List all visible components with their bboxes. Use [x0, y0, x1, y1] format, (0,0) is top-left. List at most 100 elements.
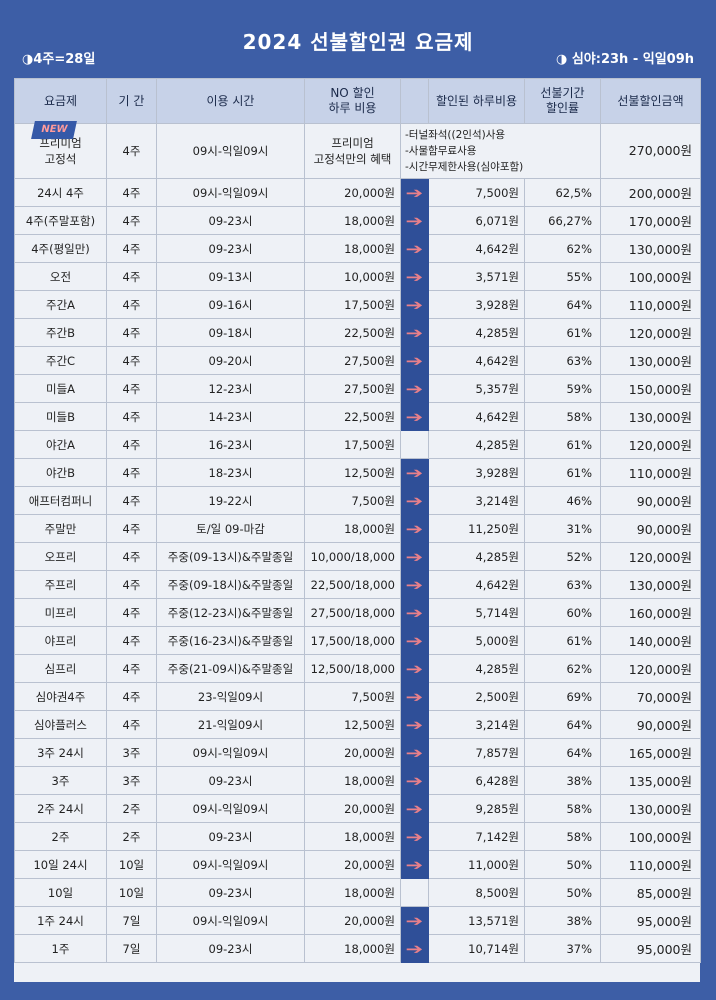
- arrow-cell: ➔: [400, 766, 429, 795]
- period-cell: 4주: [106, 206, 157, 235]
- col-header-period: 기 간: [106, 78, 157, 124]
- arrow-cell: ➔: [400, 178, 429, 207]
- discounted-daily-cell: 3,571원: [428, 262, 525, 291]
- price-cell: 270,000원: [600, 123, 701, 179]
- period-cell: 4주: [106, 318, 157, 347]
- discounted-daily-cell: 2,500원: [428, 682, 525, 711]
- arrow-cell: ➔: [400, 822, 429, 851]
- discount-rate-cell: 59%: [524, 374, 601, 403]
- right-arrow-icon: ➔: [405, 211, 424, 230]
- discounted-daily-cell: 6,428원: [428, 766, 525, 795]
- hours-cell: 09시-익일09시: [156, 906, 305, 935]
- plan-cell: NEW 프리미엄 고정석: [14, 121, 107, 179]
- price-cell: 120,000원: [600, 654, 701, 683]
- hours-cell: 주중(16-23시)&주말종일: [156, 626, 305, 655]
- discounted-daily-cell: 5,357원: [428, 374, 525, 403]
- discounted-daily-cell: 4,642원: [428, 234, 525, 263]
- hours-cell: 주중(21-09시)&주말종일: [156, 654, 305, 683]
- plan-cell: 애프터컴퍼니: [14, 486, 107, 515]
- table-row: 2주 2주 09-23시 18,000원 ➔ 7,142원 58% 100,000원: [14, 822, 701, 851]
- price-table: 요금제 기 간 이용 시간 NO 할인 하루 비용 할인된 하루비용 선불기간 …: [14, 78, 701, 963]
- table-row: 4주(주말포함) 4주 09-23시 18,000원 ➔ 6,071원 66,27% 170,…: [14, 206, 701, 235]
- daily-cost-cell: 20,000원: [304, 738, 401, 767]
- daily-cost-cell: 18,000원: [304, 878, 401, 907]
- discount-rate-cell: 37%: [524, 934, 601, 963]
- arrow-cell: ➔: [400, 346, 429, 375]
- table-row: 야간B 4주 18-23시 12,500원 ➔ 3,928원 61% 110,000원: [14, 458, 701, 487]
- right-arrow-icon: ➔: [405, 631, 424, 650]
- plan-cell: 주프리: [14, 570, 107, 599]
- period-cell: 3주: [106, 766, 157, 795]
- col-header-plan: 요금제: [14, 78, 107, 124]
- discounted-daily-cell: 8,500원: [428, 878, 525, 907]
- daily-cost-cell: 10,000원: [304, 262, 401, 291]
- discounted-daily-cell: 11,000원: [428, 850, 525, 879]
- right-arrow-icon: ➔: [405, 267, 424, 286]
- daily-cost-cell: 10,000/18,000: [304, 542, 401, 571]
- discount-rate-cell: 58%: [524, 822, 601, 851]
- price-cell: 130,000원: [600, 570, 701, 599]
- right-arrow-icon: ➔: [405, 687, 424, 706]
- period-cell: 4주: [106, 178, 157, 207]
- arrow-cell: [400, 430, 429, 459]
- period-cell: 4주: [106, 682, 157, 711]
- period-cell: 4주: [106, 626, 157, 655]
- price-cell: 130,000원: [600, 794, 701, 823]
- discount-rate-cell: 66,27%: [524, 206, 601, 235]
- period-cell: 4주: [106, 262, 157, 291]
- daily-cost-cell: 18,000원: [304, 934, 401, 963]
- hours-cell: 09-23시: [156, 822, 305, 851]
- table-row-premium: NEW 프리미엄 고정석 4주 09시-익일09시 프리미엄 고정석만의 혜택 …: [14, 121, 701, 179]
- table-row: 주프리 4주 주중(09-18시)&주말종일 22,500/18,000 ➔ 4,642원…: [14, 570, 701, 599]
- arrow-cell: ➔: [400, 738, 429, 767]
- table-row: 1주 24시 7일 09시-익일09시 20,000원 ➔ 13,571원 38% 95,00…: [14, 906, 701, 935]
- period-cell: 3주: [106, 738, 157, 767]
- right-arrow-icon: ➔: [405, 407, 424, 426]
- discounted-daily-cell: 4,285원: [428, 430, 525, 459]
- plan-cell: 미들B: [14, 402, 107, 431]
- period-cell: 4주: [106, 570, 157, 599]
- arrow-cell: ➔: [400, 458, 429, 487]
- discount-rate-cell: 61%: [524, 626, 601, 655]
- right-arrow-icon: ➔: [405, 183, 424, 202]
- col-header-discount-rate: 선불기간 할인률: [524, 78, 601, 124]
- right-arrow-icon: ➔: [405, 939, 424, 958]
- hours-cell: 09-23시: [156, 234, 305, 263]
- discounted-daily-cell: 7,857원: [428, 738, 525, 767]
- plan-cell: 심야플러스: [14, 710, 107, 739]
- period-cell: 4주: [106, 710, 157, 739]
- discount-rate-cell: 64%: [524, 710, 601, 739]
- price-cell: 130,000원: [600, 234, 701, 263]
- plan-cell: 주간C: [14, 346, 107, 375]
- discount-rate-cell: 52%: [524, 542, 601, 571]
- plan-cell: 24시 4주: [14, 178, 107, 207]
- price-cell: 120,000원: [600, 542, 701, 571]
- daily-cost-cell: 18,000원: [304, 822, 401, 851]
- period-note: ◑4주=28일: [22, 52, 96, 67]
- table-row: 10일 10일 09-23시 18,000원 8,500원 50% 85,000원: [14, 878, 701, 907]
- hours-cell: 토/일 09-마감: [156, 514, 305, 543]
- plan-cell: 심야권4주: [14, 682, 107, 711]
- right-arrow-icon: ➔: [405, 519, 424, 538]
- right-arrow-icon: ➔: [405, 575, 424, 594]
- discount-rate-cell: 63%: [524, 570, 601, 599]
- plan-cell: 10일: [14, 878, 107, 907]
- arrow-cell: ➔: [400, 206, 429, 235]
- plan-name: 프리미엄 고정석: [39, 136, 82, 166]
- plan-cell: 4주(평일만): [14, 234, 107, 263]
- plan-cell: 10일 24시: [14, 850, 107, 879]
- table-row: 야간A 4주 16-23시 17,500원 4,285원 61% 120,000원: [14, 430, 701, 459]
- arrow-cell: ➔: [400, 570, 429, 599]
- price-cell: 120,000원: [600, 430, 701, 459]
- right-arrow-icon: ➔: [405, 911, 424, 930]
- daily-cost-cell: 20,000원: [304, 794, 401, 823]
- discounted-daily-cell: 4,642원: [428, 346, 525, 375]
- right-arrow-icon: ➔: [405, 379, 424, 398]
- price-cell: 90,000원: [600, 514, 701, 543]
- table-row: 4주(평일만) 4주 09-23시 18,000원 ➔ 4,642원 62% 130,000원: [14, 234, 701, 263]
- table-row: 미들A 4주 12-23시 27,500원 ➔ 5,357원 59% 150,000원: [14, 374, 701, 403]
- daily-cost-cell: 7,500원: [304, 486, 401, 515]
- plan-cell: 야간A: [14, 430, 107, 459]
- plan-cell: 3주: [14, 766, 107, 795]
- daily-cost-cell: 27,500원: [304, 346, 401, 375]
